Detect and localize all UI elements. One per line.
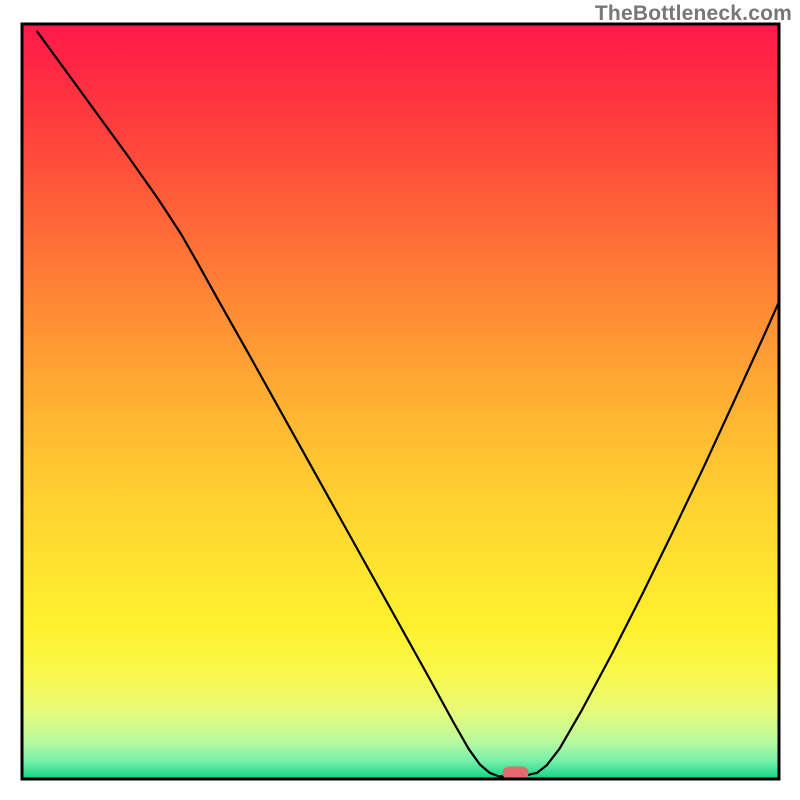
plot-background bbox=[22, 24, 779, 779]
bottleneck-chart bbox=[0, 0, 800, 800]
watermark-text: TheBottleneck.com bbox=[595, 2, 792, 26]
